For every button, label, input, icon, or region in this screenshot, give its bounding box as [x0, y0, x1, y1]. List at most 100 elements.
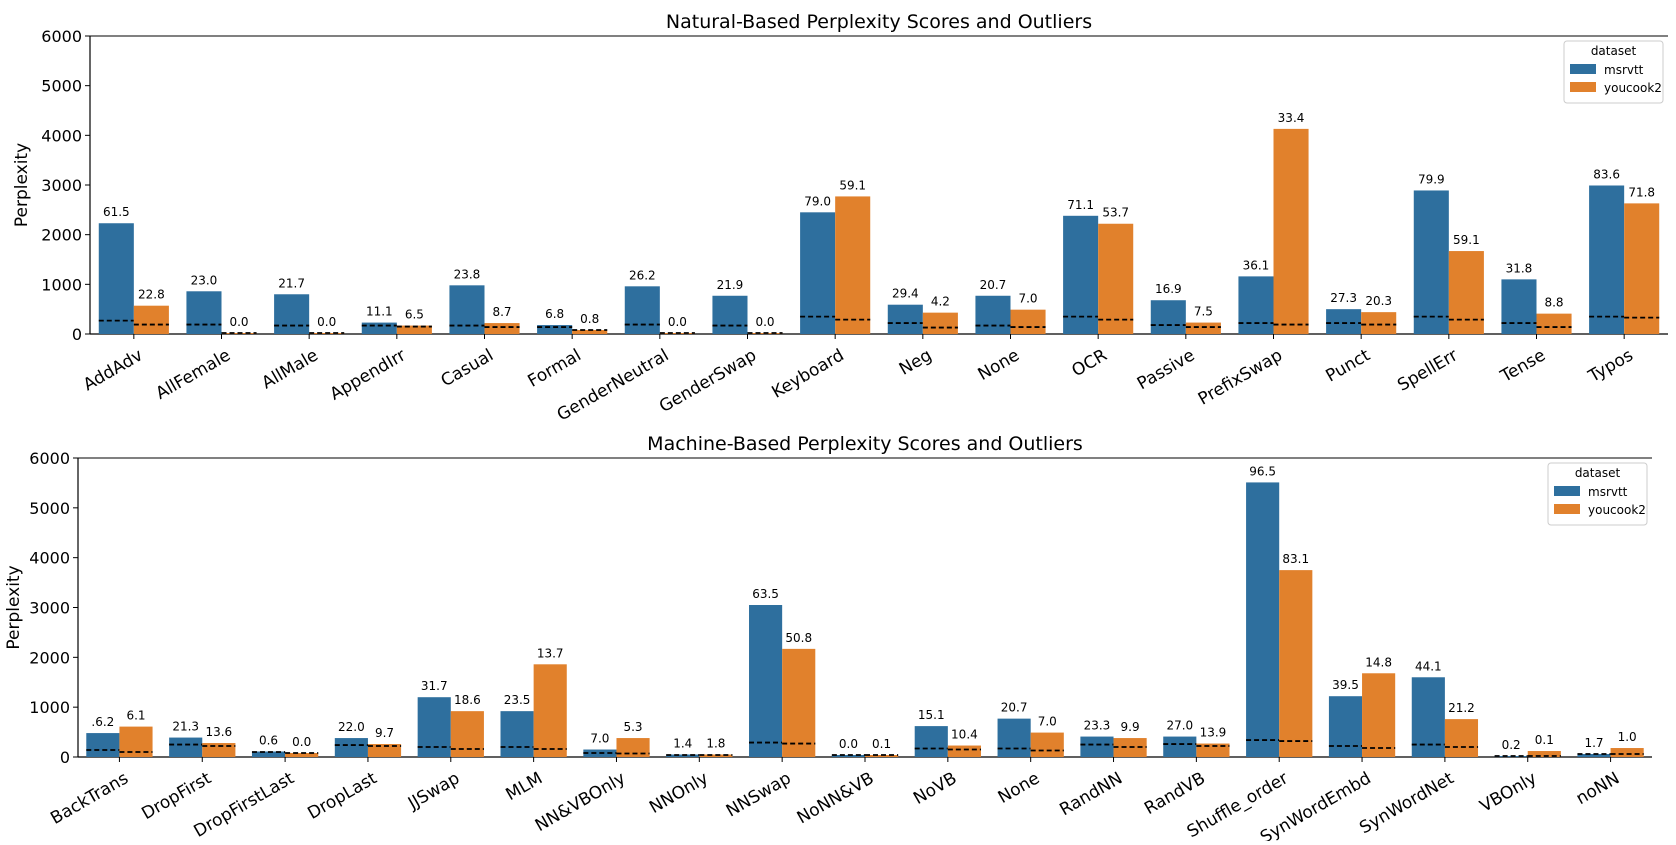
bar-youcook2-NoVB — [947, 745, 981, 757]
data-label-youcook2-PrefixSwap: 33.4 — [1278, 111, 1305, 125]
data-label-youcook2-AddAdv: 22.8 — [138, 288, 165, 302]
bar-msrvtt-None — [975, 295, 1011, 334]
bar-youcook2-noNN — [1610, 748, 1644, 757]
y-tick-label: 0 — [60, 748, 70, 767]
data-label-msrvtt-NoVB: 15.1 — [918, 708, 945, 722]
data-label-youcook2-Casual: 8.7 — [492, 305, 511, 319]
data-label-msrvtt-AddAdv: 61.5 — [103, 205, 130, 219]
x-tick-label: RandVB — [1141, 768, 1209, 819]
y-tick-label: 5000 — [29, 499, 70, 518]
data-label-msrvtt-OCR: 71.1 — [1067, 198, 1094, 212]
data-label-youcook2-MLM: 13.7 — [537, 646, 564, 660]
data-label-youcook2-DropFirst: 13.6 — [205, 725, 232, 739]
x-tick-label: NoVB — [910, 768, 960, 809]
bar-msrvtt-JJSwap — [417, 697, 451, 757]
bar-youcook2-PrefixSwap — [1273, 128, 1309, 334]
data-label-msrvtt-SynWordEmbd: 39.5 — [1332, 678, 1359, 692]
legend-label-msrvtt: msrvtt — [1604, 63, 1644, 77]
data-label-youcook2-NoVB: 10.4 — [951, 728, 978, 742]
x-tick-label: Passive — [1134, 345, 1198, 394]
bar-youcook2-DropFirstLast — [285, 753, 319, 757]
bar-msrvtt-SpellErr — [1413, 190, 1449, 334]
chart-panel-1: Natural-Based Perplexity Scores and Outl… — [12, 11, 1668, 425]
bar-msrvtt-RandNN — [1080, 736, 1114, 757]
x-tick-label: Formal — [524, 345, 584, 391]
data-label-youcook2-NNSwap: 50.8 — [785, 631, 812, 645]
data-label-youcook2-Shuffle_order: 83.1 — [1282, 552, 1309, 566]
x-tick-label: MLM — [503, 768, 547, 805]
data-label-msrvtt-DropFirstLast: 0.6 — [259, 734, 278, 748]
bar-youcook2-Casual — [484, 323, 520, 334]
data-label-youcook2-SynWordNet: 21.2 — [1448, 701, 1475, 715]
x-tick-label: Tense — [1497, 345, 1549, 387]
data-label-msrvtt-JJSwap: 31.7 — [421, 679, 448, 693]
data-label-youcook2-JJSwap: 18.6 — [454, 693, 481, 707]
data-label-youcook2-NoNN&VB: 0.1 — [872, 737, 891, 751]
y-axis-label: Perplexity — [12, 143, 32, 227]
x-tick-label: Keyboard — [768, 345, 847, 402]
y-tick-label: 6000 — [29, 449, 70, 468]
bar-youcook2-JJSwap — [450, 711, 484, 757]
y-tick-label: 3000 — [41, 176, 82, 195]
y-tick-label: 4000 — [41, 126, 82, 145]
legend-label-youcook2: youcook2 — [1588, 503, 1646, 517]
x-tick-label: Neg — [896, 345, 935, 379]
x-tick-label: VBOnly — [1477, 768, 1541, 816]
bar-youcook2-NoNN&VB — [865, 755, 899, 757]
x-tick-label: OCR — [1069, 345, 1111, 381]
bar-youcook2-None — [1030, 732, 1064, 757]
x-tick-label: DropLast — [304, 768, 380, 824]
data-label-youcook2-DropLast: 9.7 — [375, 726, 394, 740]
bar-msrvtt-GenderSwap — [712, 295, 748, 334]
bar-youcook2-Punct — [1361, 312, 1397, 334]
bar-youcook2-SynWordEmbd — [1362, 673, 1396, 757]
bar-youcook2-SpellErr — [1448, 251, 1484, 334]
bar-youcook2-OCR — [1098, 223, 1134, 334]
data-label-youcook2-AllMale: 0.0 — [317, 315, 336, 329]
data-label-youcook2-AppendIrr: 6.5 — [405, 308, 424, 322]
x-tick-label: None — [975, 345, 1023, 385]
y-tick-label: 3000 — [29, 599, 70, 618]
data-label-youcook2-SynWordEmbd: 14.8 — [1365, 655, 1392, 669]
y-tick-label: 0 — [72, 325, 82, 344]
data-label-youcook2-GenderNeutral: 0.0 — [668, 315, 687, 329]
bar-youcook2-Shuffle_order — [1279, 570, 1313, 757]
bar-msrvtt-Punct — [1326, 309, 1362, 334]
data-label-youcook2-noNN: 1.0 — [1618, 730, 1637, 744]
data-label-youcook2-AllFemale: 0.0 — [229, 315, 248, 329]
bar-youcook2-Passive — [1185, 322, 1221, 334]
data-label-youcook2-GenderSwap: 0.0 — [755, 315, 774, 329]
data-label-msrvtt-NNOnly: 1.4 — [673, 737, 692, 751]
bar-youcook2-Neg — [922, 312, 958, 334]
data-label-msrvtt-DropLast: 22.0 — [338, 720, 365, 734]
bar-msrvtt-Tense — [1501, 279, 1537, 334]
data-label-youcook2-None: 7.0 — [1038, 715, 1057, 729]
data-label-msrvtt-None: 20.7 — [980, 278, 1007, 292]
data-label-msrvtt-RandNN: 23.3 — [1084, 719, 1111, 733]
data-label-msrvtt-Punct: 27.3 — [1330, 291, 1357, 305]
y-tick-label: 2000 — [29, 648, 70, 667]
bar-youcook2-NN&VBOnly — [616, 738, 650, 757]
data-label-youcook2-NN&VBOnly: 5.3 — [623, 720, 642, 734]
data-label-youcook2-DropFirstLast: 0.0 — [292, 735, 311, 749]
x-tick-label: Punct — [1323, 345, 1374, 386]
x-tick-label: NNOnly — [646, 768, 712, 818]
bar-msrvtt-NNSwap — [749, 605, 783, 757]
data-label-msrvtt-Neg: 29.4 — [892, 287, 919, 301]
bar-msrvtt-PrefixSwap — [1238, 276, 1274, 334]
bar-msrvtt-AllMale — [274, 294, 310, 334]
bar-msrvtt-GenderNeutral — [624, 286, 660, 334]
x-tick-label: noNN — [1573, 768, 1623, 809]
data-label-msrvtt-AllMale: 21.7 — [278, 276, 305, 290]
bar-msrvtt-NoNN&VB — [831, 755, 865, 757]
y-tick-label: 6000 — [41, 27, 82, 46]
y-axis-label: Perplexity — [4, 565, 24, 649]
data-label-msrvtt-AllFemale: 23.0 — [191, 273, 218, 287]
x-tick-label: PrefixSwap — [1195, 345, 1286, 409]
legend: dataset msrvtt youcook2 — [1563, 40, 1664, 104]
data-label-msrvtt-MLM: 23.5 — [504, 693, 531, 707]
data-label-msrvtt-Formal: 6.8 — [545, 307, 564, 321]
y-tick-label: 4000 — [29, 549, 70, 568]
bar-youcook2-None — [1010, 309, 1046, 334]
